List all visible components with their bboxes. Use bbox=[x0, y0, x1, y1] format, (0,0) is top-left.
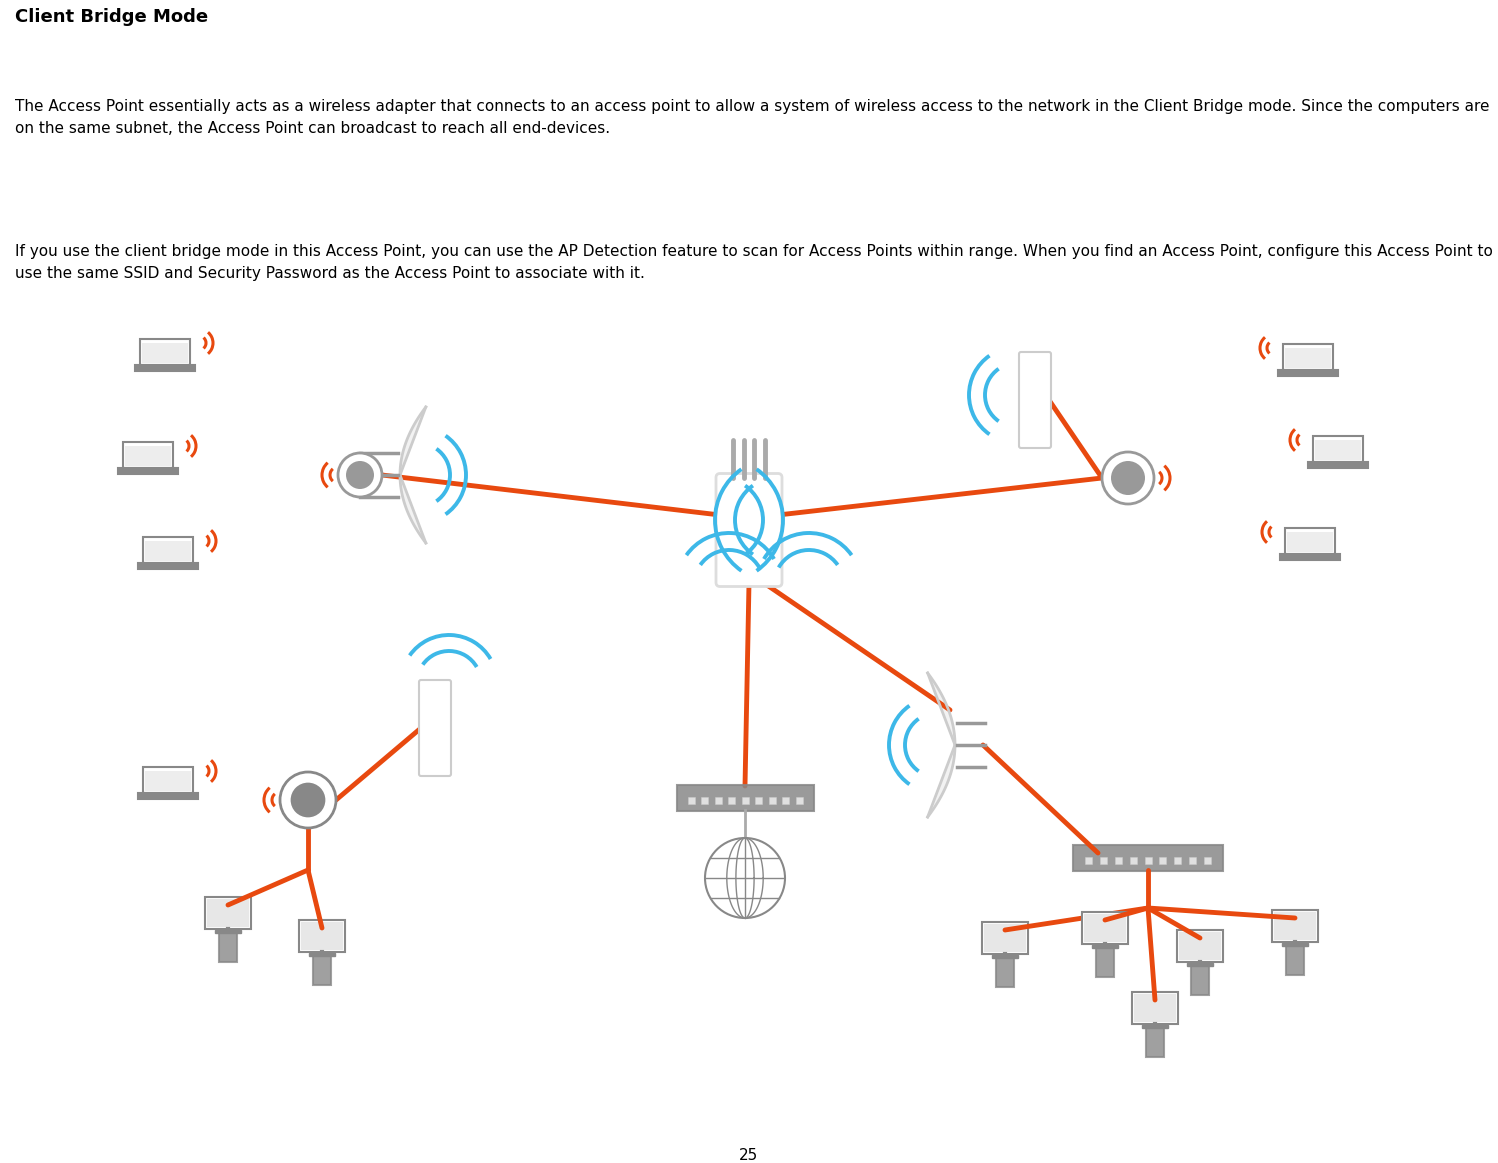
FancyBboxPatch shape bbox=[755, 797, 762, 804]
Circle shape bbox=[346, 461, 374, 488]
FancyBboxPatch shape bbox=[1308, 462, 1368, 469]
FancyBboxPatch shape bbox=[1188, 963, 1212, 965]
Polygon shape bbox=[927, 673, 956, 816]
FancyBboxPatch shape bbox=[1159, 857, 1167, 864]
FancyBboxPatch shape bbox=[1143, 1025, 1167, 1028]
FancyBboxPatch shape bbox=[310, 952, 334, 956]
FancyBboxPatch shape bbox=[1278, 370, 1338, 376]
FancyBboxPatch shape bbox=[1146, 1027, 1164, 1057]
FancyBboxPatch shape bbox=[138, 793, 198, 799]
FancyBboxPatch shape bbox=[768, 797, 776, 804]
FancyBboxPatch shape bbox=[1085, 857, 1092, 864]
FancyBboxPatch shape bbox=[677, 785, 813, 811]
FancyBboxPatch shape bbox=[1132, 992, 1177, 1025]
FancyBboxPatch shape bbox=[207, 899, 249, 927]
FancyBboxPatch shape bbox=[1095, 947, 1115, 977]
FancyBboxPatch shape bbox=[1272, 911, 1318, 942]
FancyBboxPatch shape bbox=[145, 771, 190, 791]
FancyBboxPatch shape bbox=[1174, 857, 1180, 864]
FancyBboxPatch shape bbox=[1100, 857, 1107, 864]
FancyBboxPatch shape bbox=[715, 797, 722, 804]
FancyBboxPatch shape bbox=[313, 955, 331, 985]
FancyBboxPatch shape bbox=[205, 898, 252, 929]
FancyBboxPatch shape bbox=[992, 955, 1017, 957]
FancyBboxPatch shape bbox=[1285, 528, 1335, 554]
FancyBboxPatch shape bbox=[123, 442, 172, 468]
FancyBboxPatch shape bbox=[1134, 994, 1176, 1022]
Polygon shape bbox=[400, 407, 425, 543]
FancyBboxPatch shape bbox=[716, 473, 782, 586]
FancyBboxPatch shape bbox=[142, 343, 187, 363]
FancyBboxPatch shape bbox=[1092, 944, 1118, 948]
Text: Client Bridge Mode: Client Bridge Mode bbox=[15, 8, 208, 26]
FancyBboxPatch shape bbox=[728, 797, 736, 804]
Circle shape bbox=[339, 454, 382, 497]
FancyBboxPatch shape bbox=[981, 922, 1028, 954]
FancyBboxPatch shape bbox=[1279, 554, 1341, 561]
Circle shape bbox=[291, 783, 325, 818]
Circle shape bbox=[280, 772, 336, 828]
FancyBboxPatch shape bbox=[144, 768, 193, 793]
FancyBboxPatch shape bbox=[118, 468, 178, 475]
FancyBboxPatch shape bbox=[1144, 857, 1152, 864]
FancyBboxPatch shape bbox=[795, 797, 803, 804]
FancyBboxPatch shape bbox=[1177, 930, 1222, 962]
FancyBboxPatch shape bbox=[1082, 912, 1128, 944]
FancyBboxPatch shape bbox=[1204, 857, 1210, 864]
FancyBboxPatch shape bbox=[219, 932, 238, 962]
FancyBboxPatch shape bbox=[1282, 943, 1308, 946]
FancyBboxPatch shape bbox=[1284, 344, 1333, 370]
FancyBboxPatch shape bbox=[688, 797, 695, 804]
FancyBboxPatch shape bbox=[701, 797, 709, 804]
Text: The Access Point essentially acts as a wireless adapter that connects to an acce: The Access Point essentially acts as a w… bbox=[15, 99, 1489, 136]
FancyBboxPatch shape bbox=[301, 922, 343, 950]
FancyBboxPatch shape bbox=[1189, 857, 1195, 864]
FancyBboxPatch shape bbox=[419, 680, 451, 776]
Circle shape bbox=[1112, 461, 1144, 495]
FancyBboxPatch shape bbox=[1085, 914, 1126, 942]
FancyBboxPatch shape bbox=[144, 537, 193, 563]
FancyBboxPatch shape bbox=[1191, 965, 1209, 996]
FancyBboxPatch shape bbox=[126, 447, 171, 466]
FancyBboxPatch shape bbox=[138, 563, 198, 569]
Text: 25: 25 bbox=[740, 1148, 758, 1163]
Circle shape bbox=[1103, 452, 1153, 504]
FancyBboxPatch shape bbox=[1073, 846, 1222, 871]
FancyBboxPatch shape bbox=[1314, 436, 1363, 462]
FancyBboxPatch shape bbox=[1273, 912, 1317, 940]
FancyBboxPatch shape bbox=[996, 957, 1014, 987]
FancyBboxPatch shape bbox=[300, 920, 345, 952]
FancyBboxPatch shape bbox=[1285, 349, 1330, 368]
FancyBboxPatch shape bbox=[1115, 857, 1122, 864]
FancyBboxPatch shape bbox=[1315, 441, 1360, 461]
FancyBboxPatch shape bbox=[141, 340, 190, 365]
FancyBboxPatch shape bbox=[1019, 352, 1052, 448]
Circle shape bbox=[706, 839, 785, 918]
FancyBboxPatch shape bbox=[1287, 533, 1333, 552]
FancyBboxPatch shape bbox=[1179, 933, 1221, 961]
FancyBboxPatch shape bbox=[145, 542, 190, 561]
FancyBboxPatch shape bbox=[782, 797, 789, 804]
FancyBboxPatch shape bbox=[1285, 946, 1305, 976]
FancyBboxPatch shape bbox=[135, 365, 195, 371]
FancyBboxPatch shape bbox=[1129, 857, 1137, 864]
FancyBboxPatch shape bbox=[742, 797, 749, 804]
Text: If you use the client bridge mode in this Access Point, you can use the AP Detec: If you use the client bridge mode in thi… bbox=[15, 244, 1494, 281]
FancyBboxPatch shape bbox=[984, 925, 1026, 952]
FancyBboxPatch shape bbox=[216, 929, 241, 933]
